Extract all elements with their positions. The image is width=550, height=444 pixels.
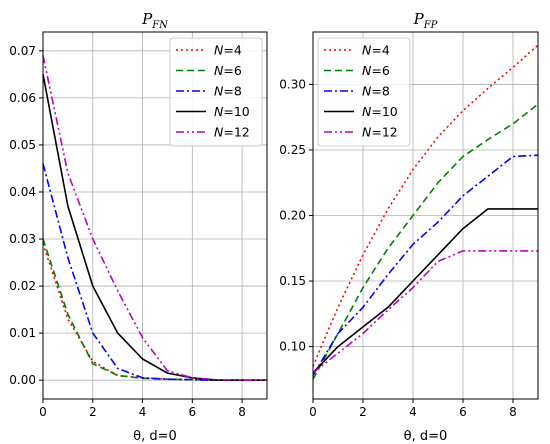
y-tick-label: 0.02: [9, 279, 36, 293]
chart-title: PFN: [141, 10, 169, 31]
plot-fp: 0 2 4 6 8 0.10 0.15 0.20 0.25 0.30 PFP θ, d=0 N=4 N=6…: [279, 10, 539, 444]
axes-frame: [42, 31, 268, 400]
legend-label: N=4: [214, 43, 242, 58]
x-tick-label: 0: [39, 405, 47, 419]
legend-box: [317, 37, 411, 147]
series-line-n4: [312, 44, 539, 367]
y-tick-label: 0.10: [279, 340, 306, 354]
legend-label: N=12: [362, 125, 398, 140]
legend-label: N=4: [362, 43, 390, 58]
x-axis-label: θ, d=0: [133, 429, 177, 444]
y-tick-label: 0.25: [279, 143, 306, 157]
y-tick-label: 0.03: [9, 232, 36, 246]
legend-label: N=12: [214, 125, 250, 140]
legend-label: N=8: [362, 84, 390, 99]
y-tick-label: 0.20: [279, 209, 306, 223]
legend-label: N=8: [214, 84, 242, 99]
y-tick-label: 0.30: [279, 77, 306, 91]
x-tick-label: 8: [238, 405, 246, 419]
x-tick-label: 4: [409, 405, 417, 419]
legend: N=4 N=6 N=8 N=10 N=12: [169, 37, 263, 147]
x-axis-label: θ, d=0: [404, 429, 448, 444]
y-tick-label: 0.05: [9, 138, 36, 152]
legend-label: N=6: [214, 63, 242, 78]
series-line-n12: [42, 55, 267, 382]
x-tick-label: 2: [359, 405, 367, 419]
y-tick-label: 0.04: [9, 185, 36, 199]
series-line-n8: [42, 163, 267, 382]
y-tick-label: 0.00: [9, 373, 36, 387]
x-tick-label: 6: [189, 405, 197, 419]
x-tick-label: 4: [139, 405, 147, 419]
series-line-n8: [312, 154, 539, 376]
y-tick-label: 0.07: [9, 44, 36, 58]
series-line-n4: [42, 243, 267, 382]
x-tick-label: 6: [459, 405, 467, 419]
x-tick-label: 2: [89, 405, 97, 419]
plot-fn: 0 2 4 6 8 0.00 0.01 0.02 0.03 0.04 0.05 0.06 0.07 PFN…: [9, 10, 268, 444]
series-line-n12: [312, 250, 538, 374]
y-tick-label: 0.06: [9, 91, 36, 105]
y-tick-label: 0.01: [9, 326, 36, 340]
x-tick-label: 8: [509, 405, 517, 419]
chart-title: PFP: [413, 10, 438, 31]
x-tick-label: 0: [309, 405, 317, 419]
legend-box: [169, 37, 263, 147]
series-line-n10: [312, 208, 538, 374]
legend-label: N=10: [214, 104, 250, 119]
series-line-n6: [42, 238, 267, 382]
legend-label: N=10: [362, 104, 398, 119]
legend: N=4 N=6 N=8 N=10 N=12: [317, 37, 411, 147]
y-tick-label: 0.15: [279, 274, 306, 288]
legend-label: N=6: [362, 63, 390, 78]
series-line-n6: [312, 103, 539, 380]
